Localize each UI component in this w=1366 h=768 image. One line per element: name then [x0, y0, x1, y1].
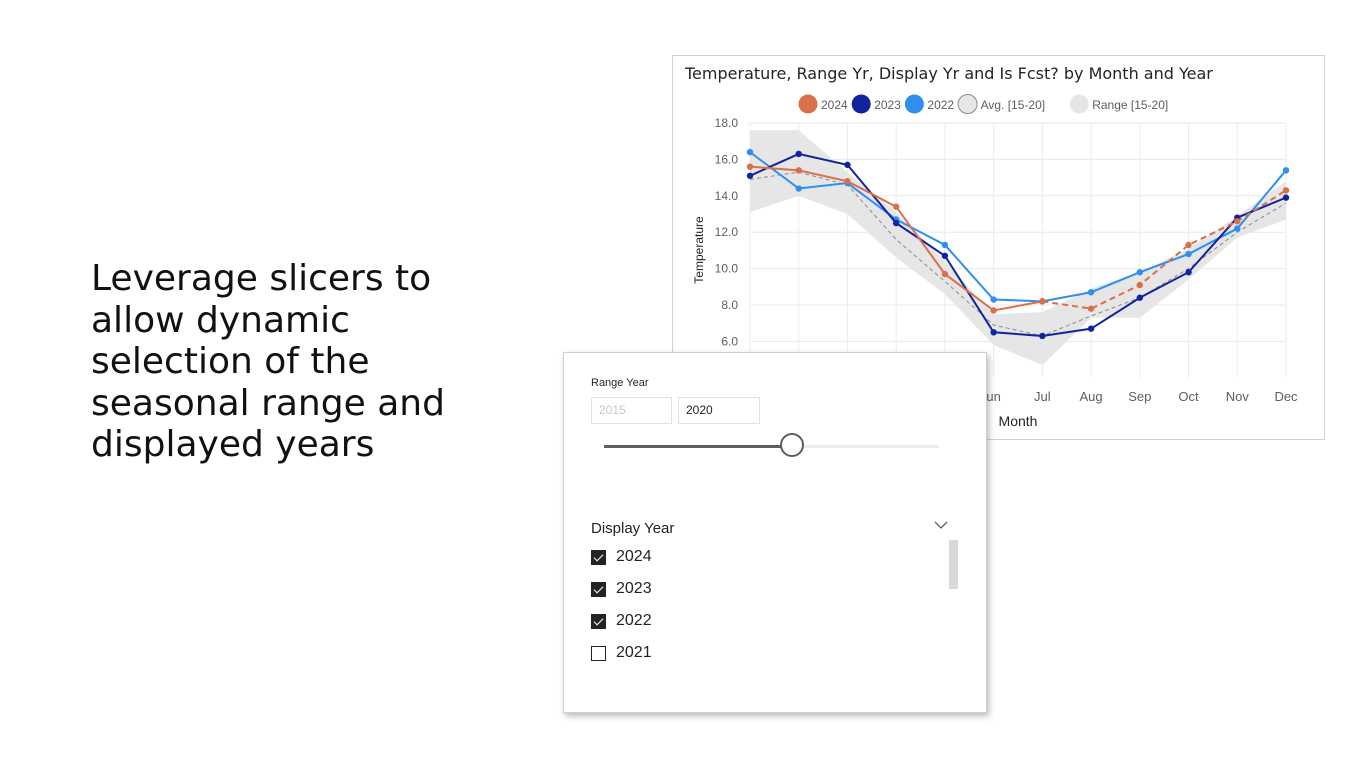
range-band — [750, 130, 1286, 366]
data-point-2023[interactable] — [1185, 269, 1192, 276]
range-year-slider-fill — [604, 445, 792, 448]
x-tick-label: Dec — [1274, 389, 1298, 404]
check-icon[interactable] — [591, 581, 606, 597]
data-point-2022[interactable] — [1185, 250, 1192, 258]
data-point-2023[interactable] — [941, 252, 949, 260]
series-line-avg — [749, 171, 1287, 337]
data-point-2024[interactable] — [1234, 218, 1241, 225]
display-year-option-2021[interactable]: 2021 — [591, 643, 652, 663]
data-point-2024[interactable] — [1282, 187, 1290, 194]
data-point-2023[interactable] — [1087, 325, 1095, 332]
data-point-2022[interactable] — [1087, 289, 1095, 296]
data-point-2023[interactable] — [892, 219, 900, 227]
display-year-scrollbar[interactable] — [949, 540, 958, 589]
series-line-2022 — [749, 151, 1287, 303]
slide-headline: Leverage slicers to allow dynamic select… — [91, 258, 445, 465]
y-axis-ticks: 6.0 8.0 10.0 12.0 14.0 16.0 18.0 — [715, 116, 739, 348]
slicer-panel: Range Year 2015 2020 Display Year 2024 2… — [563, 352, 987, 713]
legend-label: 2023 — [874, 98, 901, 112]
y-tick-label: 16.0 — [715, 152, 739, 166]
data-point-2023[interactable] — [1136, 294, 1144, 301]
legend-marker — [957, 94, 978, 114]
data-point-2024[interactable] — [844, 178, 851, 185]
x-axis-ticks: un Jul Aug Sep Oct Nov Dec — [986, 389, 1298, 404]
data-point-2023[interactable] — [1282, 194, 1290, 201]
data-point-2023[interactable] — [746, 172, 754, 179]
data-point-2022[interactable] — [1234, 225, 1241, 232]
chart-series — [746, 148, 1290, 340]
range-year-slider-track[interactable] — [604, 445, 939, 448]
data-point-2022[interactable] — [1136, 269, 1144, 276]
range-year-to-input[interactable]: 2020 — [678, 397, 760, 424]
display-year-option-label: 2024 — [616, 548, 652, 565]
legend-label: 2024 — [821, 98, 848, 112]
y-tick-label: 18.0 — [715, 116, 739, 130]
x-tick-label: Oct — [1178, 389, 1199, 404]
data-point-2023[interactable] — [1039, 332, 1046, 340]
data-point-2022[interactable] — [746, 148, 754, 156]
x-tick-label: Sep — [1128, 389, 1151, 404]
y-tick-label: 14.0 — [715, 189, 739, 203]
data-point-2024[interactable] — [941, 270, 949, 278]
data-point-2023[interactable] — [990, 329, 997, 336]
display-year-option-label: 2022 — [616, 612, 652, 629]
range-band-area — [750, 130, 1286, 366]
series-line-2024-forecast — [1042, 189, 1287, 310]
data-point-2023[interactable] — [795, 150, 802, 158]
display-year-option-2023[interactable]: 2023 — [591, 579, 652, 599]
legend-label: Avg. [15-20] — [981, 98, 1046, 112]
y-axis-label: Temperature — [692, 216, 706, 284]
legend-marker — [904, 94, 924, 114]
x-tick-label: un — [986, 389, 1000, 404]
legend-label: 2022 — [927, 98, 954, 112]
checkbox[interactable] — [591, 645, 606, 661]
x-tick-label: Jul — [1034, 389, 1051, 404]
legend-marker — [1069, 94, 1089, 114]
display-year-option-2022[interactable]: 2022 — [591, 611, 652, 631]
chevron-down-icon[interactable] — [934, 520, 948, 530]
temperature-line-chart: Temperature, Range Yr, Display Yr and Is… — [684, 64, 1298, 429]
series-line-2023 — [749, 152, 1287, 337]
data-point-2022[interactable] — [1282, 167, 1290, 174]
data-point-2023[interactable] — [844, 161, 851, 169]
data-point-2024[interactable] — [1039, 298, 1046, 305]
x-tick-label: Aug — [1080, 389, 1103, 404]
legend-marker — [798, 94, 818, 114]
data-point-2024[interactable] — [1136, 281, 1144, 289]
data-point-2024[interactable] — [1087, 305, 1095, 312]
display-year-title: Display Year — [591, 520, 675, 537]
x-axis-label: Month — [999, 413, 1038, 429]
chart-title: Temperature, Range Yr, Display Yr and Is… — [684, 64, 1213, 83]
range-year-slider-handle[interactable] — [779, 433, 804, 457]
display-year-option-2024[interactable]: 2024 — [591, 547, 652, 567]
legend-label: Range [15-20] — [1092, 98, 1168, 112]
check-icon[interactable] — [591, 549, 606, 565]
data-point-2024[interactable] — [795, 167, 802, 174]
data-point-2022[interactable] — [795, 185, 802, 192]
data-point-2024[interactable] — [892, 203, 900, 210]
x-tick-label: Nov — [1226, 389, 1250, 404]
data-point-2022[interactable] — [990, 296, 997, 303]
data-point-2024[interactable] — [746, 163, 754, 170]
chart-legend: 2024 2023 2022 Avg. [15-20] Range [15-20] — [798, 94, 1168, 114]
data-point-2022[interactable] — [941, 241, 949, 249]
data-point-2024[interactable] — [1185, 241, 1192, 249]
y-tick-label: 6.0 — [721, 334, 738, 348]
y-tick-label: 8.0 — [721, 298, 738, 312]
display-year-option-label: 2023 — [616, 580, 652, 597]
display-year-option-label: 2021 — [616, 644, 652, 661]
range-year-from-input[interactable]: 2015 — [591, 397, 672, 424]
check-icon[interactable] — [591, 613, 606, 629]
legend-marker — [851, 94, 871, 114]
data-point-2024[interactable] — [990, 307, 997, 314]
y-tick-label: 12.0 — [715, 225, 739, 239]
range-year-label: Range Year — [591, 377, 649, 389]
y-tick-label: 10.0 — [715, 262, 739, 276]
